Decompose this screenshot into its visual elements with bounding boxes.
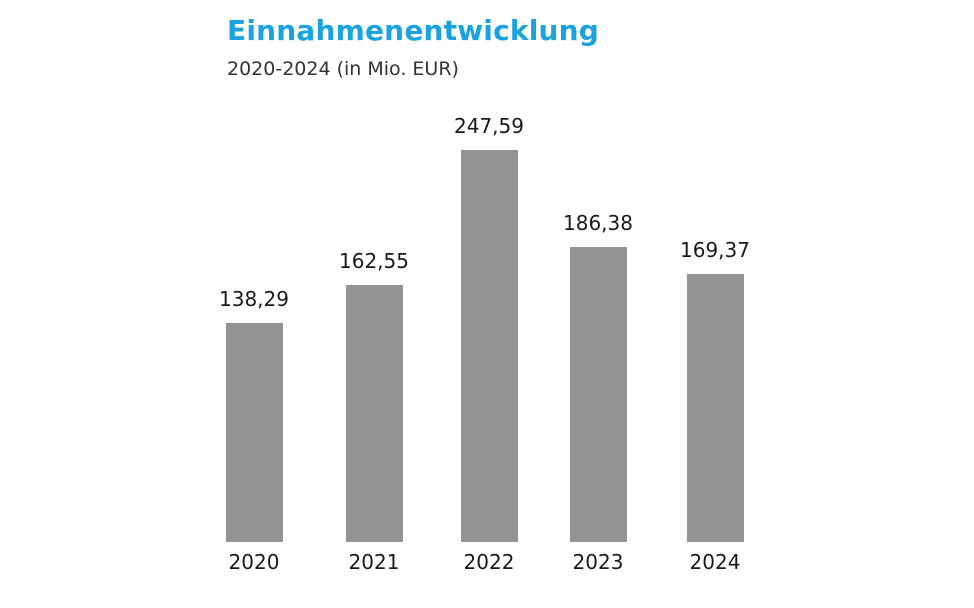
x-tick-label: 2023: [572, 550, 624, 574]
bar-2020: [225, 323, 283, 542]
x-tick-label: 2024: [689, 550, 741, 574]
x-tick-label: 2022: [463, 550, 515, 574]
bar-2022: [460, 150, 518, 542]
value-label: 186,38: [563, 210, 633, 235]
bar-2021: [345, 284, 403, 542]
value-label: 162,55: [339, 248, 409, 273]
chart-subtitle: 2020-2024 (in Mio. EUR): [227, 58, 459, 80]
bar-2023: [569, 246, 627, 542]
value-label: 169,37: [680, 237, 750, 262]
chart-title: Einnahmenentwicklung: [227, 14, 600, 47]
x-tick-label: 2021: [348, 550, 400, 574]
value-label: 247,59: [454, 114, 524, 138]
value-label: 138,29: [219, 287, 289, 312]
bar-2024: [686, 273, 744, 542]
x-tick-label: 2020: [228, 550, 280, 574]
